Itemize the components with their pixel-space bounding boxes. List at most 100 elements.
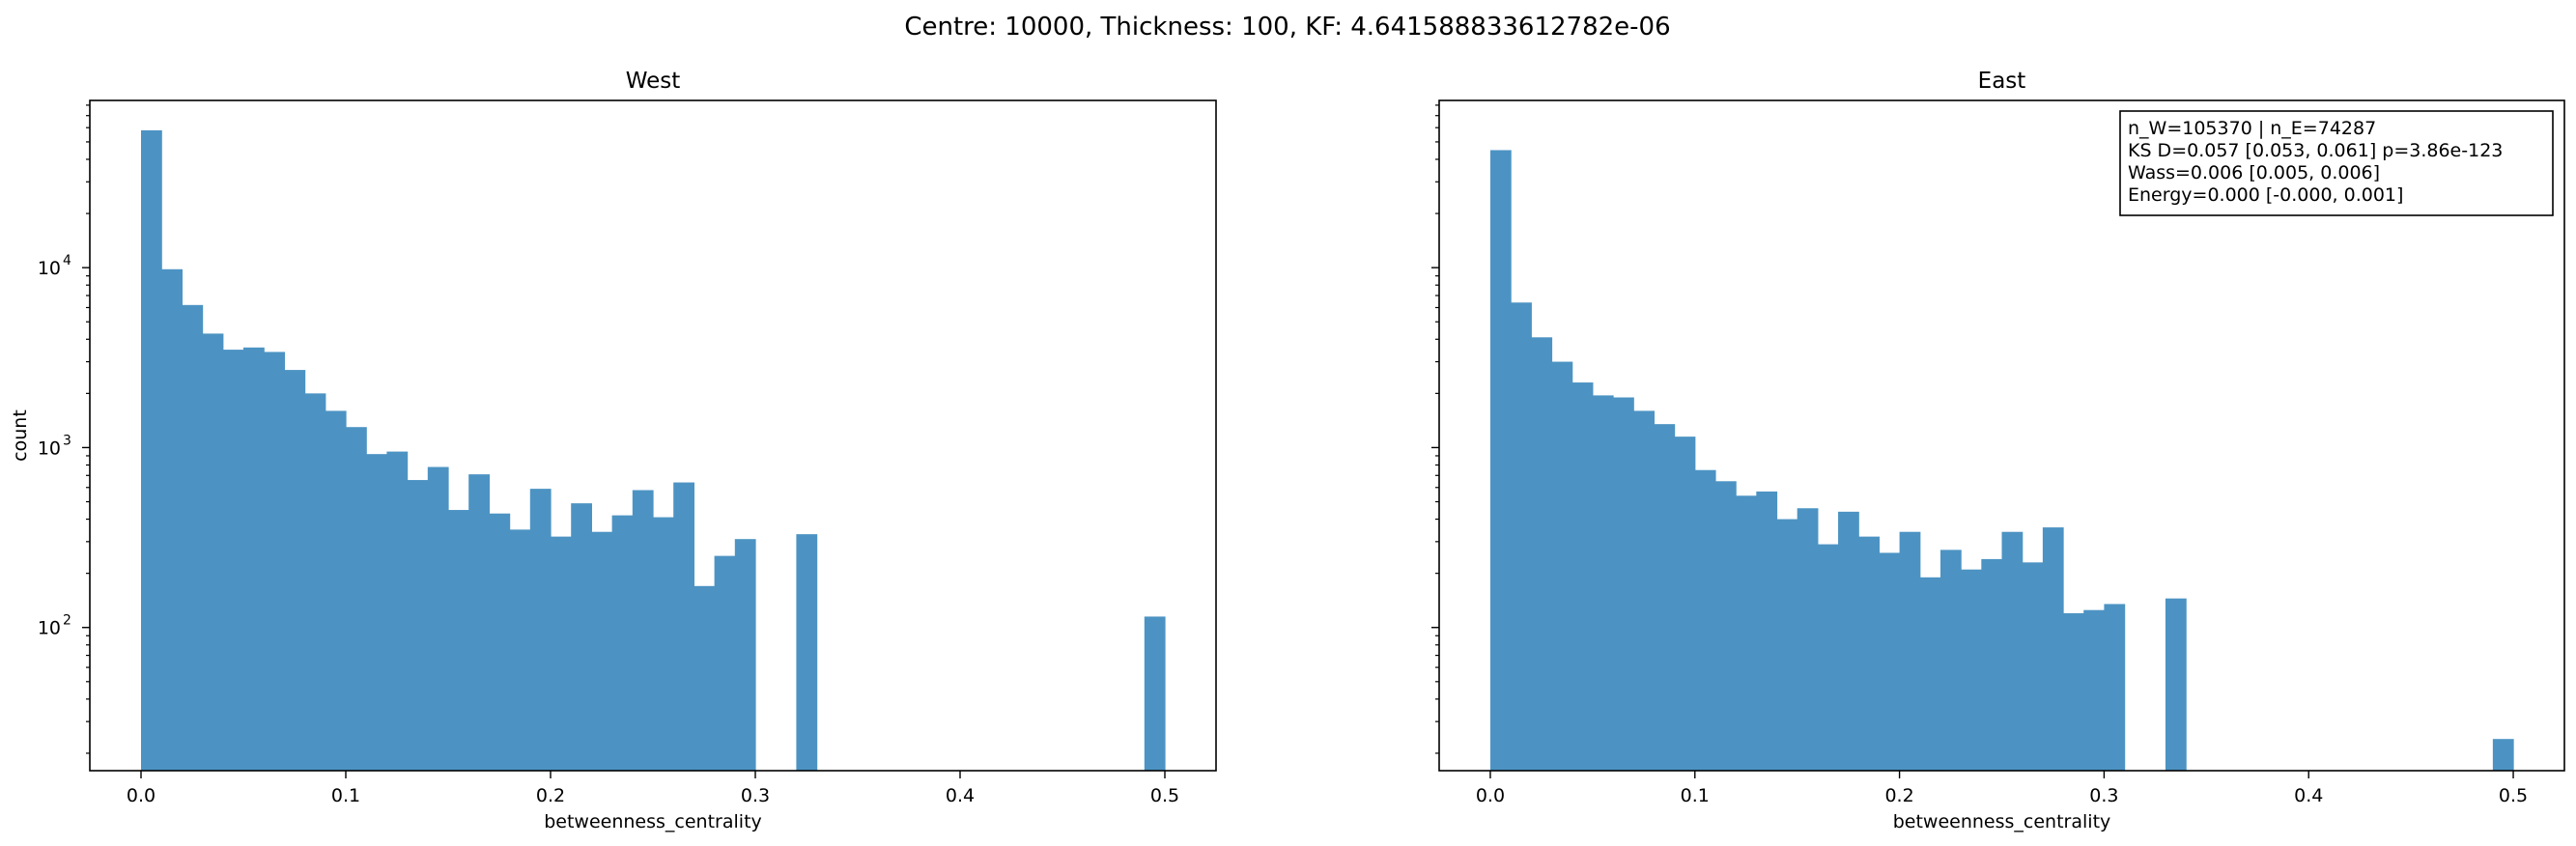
- west-bar-1: [161, 268, 183, 771]
- west-bar-23: [611, 515, 634, 771]
- east-bar-20: [1899, 531, 1921, 771]
- figure-suptitle: Centre: 10000, Thickness: 100, KF: 4.641…: [904, 13, 1670, 42]
- east-bars: [1489, 150, 2514, 771]
- west-x-tick-label: 0.1: [331, 785, 360, 806]
- east-bar-22: [1939, 550, 1962, 771]
- east-bar-13: [1756, 491, 1778, 771]
- west-x-tick-label: 0.2: [536, 785, 565, 806]
- west-bar-24: [632, 490, 654, 771]
- west-bar-49: [1144, 616, 1166, 771]
- east-bar-16: [1817, 544, 1839, 771]
- west-bar-6: [264, 352, 285, 771]
- west-x-ticks: 0.0 0.1 0.2 0.3 0.4 0.5: [127, 771, 1179, 806]
- west-bar-18: [509, 529, 531, 771]
- west-title: West: [626, 69, 681, 94]
- east-bar-0: [1489, 150, 1512, 771]
- west-x-tick-label: 0.4: [946, 785, 975, 806]
- east-bar-18: [1858, 536, 1881, 771]
- west-bar-22: [591, 531, 613, 771]
- east-bar-23: [1961, 569, 1982, 771]
- east-x-tick-label: 0.1: [1681, 785, 1710, 806]
- west-bar-13: [407, 480, 429, 771]
- stats-annotation-box: n_W=105370 | n_E=74287 KS D=0.057 [0.053…: [2119, 110, 2554, 216]
- west-y-axis-label: count: [10, 409, 31, 462]
- west-bar-3: [202, 333, 224, 771]
- west-bar-15: [448, 510, 469, 771]
- east-x-tick-label: 0.4: [2294, 785, 2323, 806]
- east-bar-5: [1592, 395, 1614, 771]
- west-bar-16: [468, 474, 490, 771]
- east-bar-6: [1613, 397, 1634, 771]
- east-bar-2: [1531, 337, 1553, 771]
- east-bar-27: [2042, 527, 2064, 771]
- east-bar-8: [1654, 424, 1676, 771]
- west-bar-7: [284, 370, 306, 771]
- west-y-tick-label: 10: [38, 437, 61, 459]
- west-y-tick-label: 10: [38, 618, 61, 639]
- east-x-ticks: 0.0 0.1 0.2 0.3 0.4 0.5: [1476, 771, 2528, 806]
- west-bar-21: [571, 503, 592, 771]
- east-bar-14: [1776, 519, 1798, 771]
- east-bar-4: [1571, 382, 1594, 771]
- east-bar-9: [1674, 437, 1696, 771]
- east-bar-11: [1714, 481, 1737, 771]
- west-bar-28: [714, 555, 736, 771]
- east-axes-frame: [1438, 99, 2565, 772]
- west-bar-26: [673, 482, 694, 771]
- east-bar-15: [1797, 508, 1819, 771]
- east-title: East: [1978, 69, 2026, 94]
- west-bar-29: [734, 539, 756, 771]
- west-bar-2: [182, 304, 204, 771]
- west-bar-27: [694, 585, 716, 771]
- west-y-tick-exponent: 4: [63, 253, 71, 268]
- east-bar-33: [2165, 598, 2187, 771]
- east-x-tick-label: 0.2: [1884, 785, 1913, 806]
- east-bar-1: [1511, 302, 1532, 771]
- east-bar-49: [2492, 739, 2514, 771]
- west-bar-8: [304, 393, 326, 771]
- annotation-line-ks: KS D=0.057 [0.053, 0.061] p=3.86e-123: [2128, 140, 2503, 161]
- west-y-tick-exponent: 3: [63, 433, 71, 448]
- west-bar-17: [489, 513, 511, 771]
- west-bar-4: [222, 350, 244, 771]
- east-bar-24: [1981, 558, 2003, 771]
- east-panel: 0.0 0.1 0.2 0.3 0.4 0.5 East betweenness_cent…: [1431, 69, 2565, 832]
- west-bar-0: [141, 129, 162, 771]
- east-bar-25: [2001, 531, 2024, 771]
- west-x-tick-label: 0.0: [127, 785, 156, 806]
- west-bars: [141, 129, 1166, 771]
- west-x-axis-label: betweenness_centrality: [544, 811, 762, 832]
- east-bar-12: [1736, 495, 1757, 771]
- annotation-line-wasserstein: Wass=0.006 [0.005, 0.006]: [2128, 162, 2380, 183]
- east-x-tick-label: 0.3: [2089, 785, 2118, 806]
- west-bar-9: [325, 410, 347, 771]
- east-bar-21: [1919, 577, 1941, 771]
- annotation-border: [2119, 110, 2554, 216]
- west-axes-frame: [89, 99, 1217, 772]
- east-bar-3: [1551, 361, 1573, 771]
- west-bar-10: [346, 427, 367, 771]
- west-bar-25: [653, 517, 674, 771]
- west-x-tick-label: 0.5: [1150, 785, 1179, 806]
- west-bar-12: [386, 451, 409, 771]
- annotation-line-energy: Energy=0.000 [-0.000, 0.001]: [2128, 184, 2403, 206]
- east-bar-17: [1838, 511, 1859, 771]
- east-y-major-ticks: [1431, 267, 1439, 629]
- west-bar-19: [529, 489, 552, 771]
- east-bar-28: [2063, 612, 2084, 771]
- west-bar-32: [796, 534, 818, 771]
- west-y-tick-label: 10: [38, 258, 61, 279]
- west-bar-11: [366, 454, 387, 771]
- east-x-tick-label: 0.0: [1476, 785, 1505, 806]
- east-bar-29: [2083, 609, 2106, 771]
- east-x-tick-label: 0.5: [2499, 785, 2528, 806]
- west-x-tick-label: 0.3: [741, 785, 770, 806]
- east-bar-26: [2022, 562, 2044, 771]
- east-bar-30: [2104, 604, 2126, 771]
- east-bar-7: [1633, 410, 1656, 771]
- east-bar-10: [1694, 469, 1716, 771]
- annotation-line-sample-sizes: n_W=105370 | n_E=74287: [2128, 118, 2376, 139]
